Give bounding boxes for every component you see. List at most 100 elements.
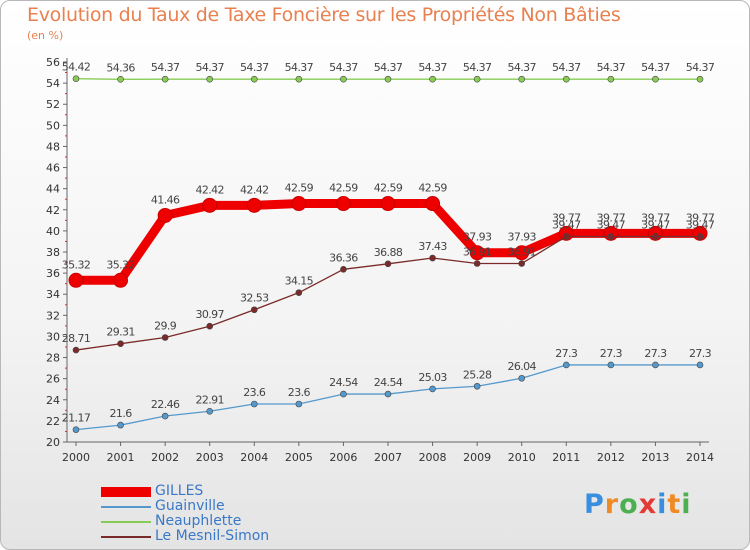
- data-label: 54.37: [285, 61, 314, 74]
- data-point: [652, 361, 659, 369]
- data-point: [518, 260, 526, 267]
- data-label: 23.6: [243, 386, 266, 399]
- data-point: [514, 245, 530, 261]
- data-label: 30.97: [195, 308, 224, 321]
- y-tick-label: 32: [46, 309, 60, 322]
- data-point: [384, 390, 392, 398]
- logo-letter: i: [657, 489, 668, 520]
- x-tick-label: 2008: [419, 451, 447, 464]
- data-label: 32.53: [240, 292, 269, 305]
- data-point: [429, 75, 436, 83]
- data-label: 34.15: [285, 275, 314, 288]
- data-point: [161, 334, 169, 341]
- data-point: [429, 254, 436, 262]
- data-label: 54.36: [106, 61, 135, 74]
- series-neauphlette: 54.42 54.36 54.37 54.37 54.37 54.37 54.37 54.37…: [62, 61, 715, 83]
- data-point: [425, 196, 441, 212]
- data-point: [206, 75, 214, 83]
- x-tick-label: 2011: [552, 451, 580, 464]
- data-label: 42.59: [285, 182, 314, 195]
- data-label: 25.28: [463, 368, 492, 381]
- y-tick-label: 30: [46, 330, 60, 343]
- data-label: 39.77: [597, 211, 626, 224]
- data-label: 42.42: [195, 183, 224, 196]
- data-label: 28.71: [62, 332, 91, 345]
- data-point: [295, 400, 303, 408]
- data-label: 24.54: [329, 376, 358, 389]
- data-label: 26.04: [507, 360, 536, 373]
- data-label: 54.37: [597, 61, 626, 74]
- y-tick-label: 26: [46, 373, 60, 386]
- data-label: 21.6: [110, 407, 133, 420]
- data-point: [696, 233, 704, 240]
- data-point: [518, 374, 526, 382]
- data-label: 35.32: [62, 258, 91, 271]
- data-point: [652, 75, 659, 83]
- data-label: 54.37: [240, 61, 269, 74]
- y-tick-label: 38: [46, 246, 60, 259]
- data-point: [206, 322, 214, 330]
- x-tick-label: 2006: [329, 451, 357, 464]
- data-label: 54.37: [374, 61, 403, 74]
- logo-letter: t: [667, 489, 682, 520]
- data-label: 39.77: [686, 211, 715, 224]
- y-tick-label: 52: [46, 98, 60, 111]
- data-point: [562, 233, 570, 240]
- data-label: 39.47: [597, 218, 626, 231]
- data-label: 22.46: [151, 398, 180, 411]
- data-point: [340, 75, 347, 83]
- data-label: 35.32: [106, 258, 135, 271]
- y-tick-label: 56: [46, 56, 60, 69]
- data-label: 36.91: [463, 246, 492, 259]
- data-point: [696, 75, 704, 83]
- x-tick-label: 2000: [62, 451, 90, 464]
- data-label: 27.3: [689, 347, 712, 360]
- data-label: 54.37: [151, 61, 180, 74]
- y-tick-label: 28: [46, 352, 60, 365]
- data-point: [473, 382, 481, 390]
- data-label: 25.03: [418, 371, 447, 384]
- data-point: [340, 390, 347, 398]
- data-point: [607, 361, 615, 369]
- y-unit-label: (en %): [27, 29, 64, 42]
- data-label: 54.37: [463, 61, 492, 74]
- y-tick-label: 48: [46, 140, 60, 153]
- data-label: 54.37: [418, 61, 447, 74]
- data-label: 36.88: [374, 246, 403, 259]
- x-tick-label: 2014: [686, 451, 714, 464]
- y-tick-label: 24: [46, 394, 60, 407]
- data-point: [161, 412, 169, 420]
- data-point: [117, 340, 124, 348]
- data-label: 39.77: [552, 211, 581, 224]
- legend-label: Neauphlette: [155, 513, 242, 529]
- y-tick-label: 42: [46, 204, 60, 217]
- x-tick-label: 2010: [508, 451, 536, 464]
- data-point: [68, 272, 84, 288]
- data-point: [250, 306, 258, 314]
- data-point: [473, 75, 481, 83]
- x-tick-label: 2007: [374, 451, 402, 464]
- data-label: 42.59: [374, 182, 403, 195]
- data-label: 39.47: [686, 218, 715, 231]
- y-tick-label: 44: [46, 183, 60, 196]
- data-label: 29.9: [154, 320, 177, 333]
- data-point: [562, 361, 570, 369]
- x-tick-label: 2005: [285, 451, 313, 464]
- data-point: [295, 75, 303, 83]
- legend-swatch: [101, 506, 151, 508]
- series-guainville: 21.17 21.6 22.46 22.91 23.6 23.6 24.54 24.54 25.…: [62, 347, 712, 433]
- data-label: 54.37: [507, 61, 536, 74]
- data-label: 21.17: [62, 412, 91, 425]
- data-label: 37.43: [418, 240, 447, 253]
- data-point: [384, 260, 392, 268]
- data-point: [206, 407, 214, 415]
- data-label: 42.42: [240, 183, 269, 196]
- x-tick-label: 2009: [463, 451, 491, 464]
- data-point: [157, 207, 173, 223]
- data-point: [469, 245, 485, 261]
- data-label: 37.93: [507, 231, 536, 244]
- data-label: 39.47: [641, 218, 670, 231]
- x-tick-label: 2004: [240, 451, 268, 464]
- data-label: 54.37: [641, 61, 670, 74]
